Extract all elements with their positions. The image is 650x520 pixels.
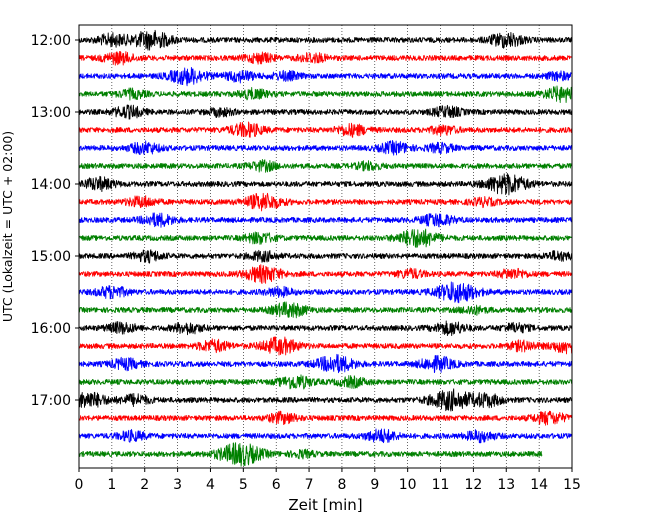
trace-1515 bbox=[78, 264, 573, 284]
y-tick-label: 14:00 bbox=[31, 177, 71, 193]
trace-1430 bbox=[78, 212, 573, 228]
y-tick-label: 13:00 bbox=[31, 105, 71, 121]
trace-1730 bbox=[78, 428, 573, 444]
x-tick-label: 13 bbox=[497, 477, 515, 493]
x-tick-label: 15 bbox=[563, 477, 581, 493]
x-tick-label: 9 bbox=[370, 477, 379, 493]
trace-1415 bbox=[78, 192, 573, 212]
y-axis-ticks: 12:00 13:00 14:00 15:00 16:00 17:00 bbox=[31, 33, 79, 409]
x-tick-label: 3 bbox=[173, 477, 182, 493]
x-tick-label: 6 bbox=[272, 477, 281, 493]
x-tick-label: 8 bbox=[337, 477, 346, 493]
trace-1245 bbox=[78, 85, 573, 103]
y-tick-label: 17:00 bbox=[31, 393, 71, 409]
trace-1345 bbox=[78, 158, 573, 173]
x-tick-label: 0 bbox=[75, 477, 84, 493]
x-tick-label: 5 bbox=[239, 477, 248, 493]
seismic-traces bbox=[78, 29, 573, 467]
trace-1315 bbox=[78, 121, 573, 138]
trace-1545 bbox=[78, 301, 573, 319]
x-tick-label: 14 bbox=[530, 477, 548, 493]
trace-1715 bbox=[78, 410, 573, 426]
minute-gridlines bbox=[111, 25, 540, 468]
trace-1300 bbox=[78, 104, 573, 120]
y-tick-label: 15:00 bbox=[31, 249, 71, 265]
trace-1700 bbox=[78, 388, 573, 412]
x-axis-label: Zeit [min] bbox=[288, 496, 362, 514]
y-axis-label: UTC (Lokalzeit = UTC + 02:00) bbox=[0, 131, 15, 322]
trace-1400 bbox=[78, 172, 573, 196]
x-axis-ticks: 0 1 2 3 4 5 6 7 8 9 10 11 12 13 14 15 bbox=[75, 468, 581, 493]
trace-1600 bbox=[78, 320, 573, 337]
trace-1645 bbox=[78, 374, 573, 390]
x-tick-label: 1 bbox=[107, 477, 116, 493]
trace-1745 bbox=[78, 442, 543, 467]
x-tick-label: 4 bbox=[206, 477, 215, 493]
trace-1445 bbox=[78, 228, 572, 248]
y-tick-label: 16:00 bbox=[31, 321, 71, 337]
x-tick-label: 10 bbox=[399, 477, 417, 493]
trace-1500 bbox=[78, 249, 573, 264]
trace-1615 bbox=[78, 336, 573, 356]
trace-1230 bbox=[78, 66, 572, 87]
trace-1215 bbox=[78, 50, 572, 66]
trace-1330 bbox=[78, 140, 572, 156]
y-tick-label: 12:00 bbox=[31, 33, 71, 49]
x-tick-label: 7 bbox=[305, 477, 314, 493]
trace-1200 bbox=[78, 29, 573, 51]
x-tick-label: 12 bbox=[464, 477, 482, 493]
trace-1530 bbox=[78, 281, 573, 304]
plot-frame bbox=[78, 24, 573, 469]
trace-1630 bbox=[78, 353, 573, 374]
x-tick-label: 11 bbox=[432, 477, 450, 493]
x-tick-label: 2 bbox=[140, 477, 149, 493]
